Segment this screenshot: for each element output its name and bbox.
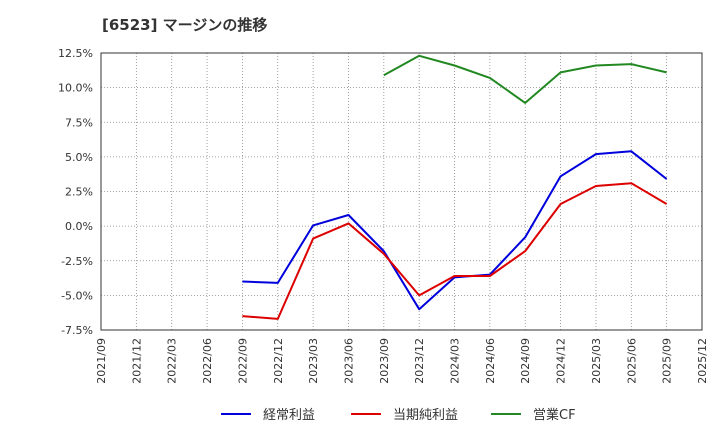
- series-line-1: [242, 150, 668, 311]
- x-tick-label: 2023/03: [307, 338, 320, 384]
- y-tick-label: 7.5%: [65, 116, 93, 129]
- legend-label-1: 経常利益: [263, 408, 315, 423]
- y-tick-label: 12.5%: [58, 47, 93, 60]
- grid-layer: [100, 52, 703, 331]
- x-tick-label: 2023/06: [342, 338, 355, 384]
- y-tick-label: 2.5%: [65, 186, 93, 199]
- x-tick-label: 2025/12: [696, 338, 709, 384]
- x-tick-label: 2024/09: [519, 338, 532, 384]
- x-tick-label: 2024/12: [555, 338, 568, 384]
- x-tick-label: 2022/12: [272, 338, 285, 384]
- axis-layer: 12.5% 10.0% 7.5% 5.0% 2.5% 0.0% -2.5% -5.0% -7.5…: [58, 47, 709, 384]
- chart-title: [6523] マージンの推移: [102, 16, 268, 34]
- legend-label-2: 当期純利益: [393, 408, 458, 423]
- x-tick-label: 2025/03: [590, 338, 603, 384]
- x-tick-label: 2023/12: [413, 338, 426, 384]
- x-tick-label: 2023/09: [378, 338, 391, 384]
- x-tick-label: 2024/03: [449, 338, 462, 384]
- y-tick-label: -2.5%: [61, 255, 93, 268]
- y-tick-label: -7.5%: [61, 324, 93, 337]
- y-tick-label: -5.0%: [61, 289, 93, 302]
- x-tick-label: 2021/09: [95, 338, 108, 384]
- y-tick-label: 5.0%: [65, 151, 93, 164]
- series-layer: [242, 54, 668, 320]
- legend-layer: 経常利益 当期純利益 営業CF: [221, 407, 576, 423]
- legend-label-3: 営業CF: [533, 407, 576, 423]
- x-tick-label: 2024/06: [484, 338, 497, 384]
- x-tick-label: 2025/06: [625, 338, 638, 384]
- plot-border: [100, 52, 703, 331]
- x-tick-label: 2022/09: [236, 338, 249, 384]
- series-line-3: [383, 54, 667, 104]
- x-tick-label: 2021/12: [130, 338, 143, 384]
- x-tick-label: 2022/03: [166, 338, 179, 384]
- series-line-2: [242, 182, 668, 320]
- x-tick-label: 2022/06: [201, 338, 214, 384]
- y-tick-label: 0.0%: [65, 220, 93, 233]
- y-tick-label: 10.0%: [58, 82, 93, 95]
- x-tick-label: 2025/09: [661, 338, 674, 384]
